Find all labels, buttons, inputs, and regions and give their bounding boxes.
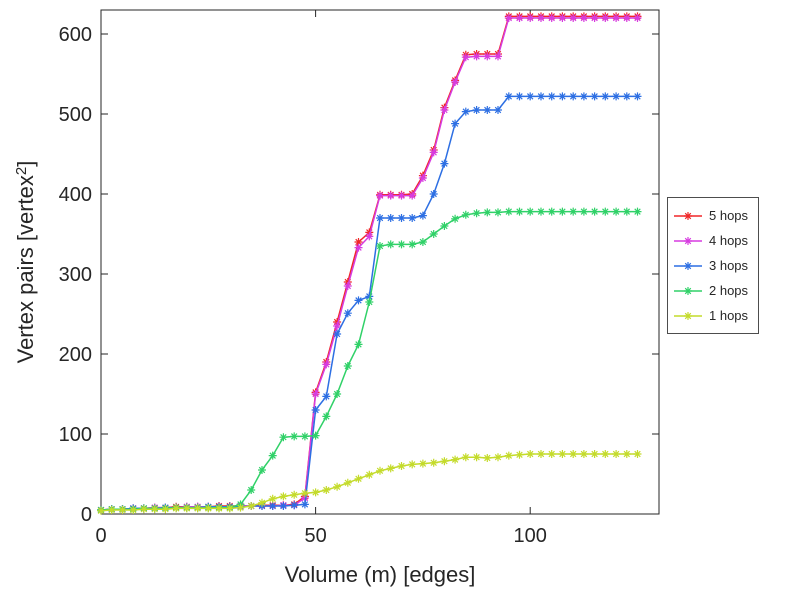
legend-marker-icon bbox=[674, 286, 702, 295]
y-axis-label-superscript: 2 bbox=[13, 166, 30, 176]
series-line-4-hops bbox=[100, 17, 638, 511]
legend-marker-icon bbox=[674, 311, 702, 320]
legend-entry-5-hops: 5 hops bbox=[673, 203, 748, 228]
legend-entry-2-hops: 2 hops bbox=[673, 278, 748, 303]
x-tick-label: 50 bbox=[304, 525, 326, 547]
y-axis-label-bracket: ] bbox=[13, 160, 38, 167]
legend-marker-icon bbox=[674, 236, 702, 245]
plot-box bbox=[100, 9, 660, 515]
legend-entry-4-hops: 4 hops bbox=[673, 228, 748, 253]
series-markers-2-hops bbox=[97, 207, 642, 514]
series-line-2-hops bbox=[100, 210, 638, 511]
series-markers-5-hops bbox=[97, 12, 642, 514]
y-tick-label: 400 bbox=[59, 184, 92, 206]
legend: 5 hops 4 hops 3 hops 2 hops 1 hops bbox=[667, 197, 760, 334]
series-markers-4-hops bbox=[97, 14, 642, 514]
y-tick-label: 200 bbox=[59, 344, 92, 366]
y-tick-label: 300 bbox=[59, 264, 92, 286]
y-tick-label: 100 bbox=[59, 424, 92, 446]
legend-label: 2 hops bbox=[709, 283, 749, 298]
legend-entry-1-hops: 1 hops bbox=[673, 303, 748, 328]
y-tick-label: 600 bbox=[59, 24, 92, 46]
legend-label: 3 hops bbox=[709, 258, 749, 273]
x-tick-label: 100 bbox=[514, 525, 547, 547]
y-axis-label: Vertex pairs [vertex2] bbox=[13, 161, 39, 364]
legend-label: 5 hops bbox=[709, 208, 749, 223]
legend-marker-icon bbox=[674, 211, 702, 220]
legend-entry-3-hops: 3 hops bbox=[673, 253, 748, 278]
legend-label: 4 hops bbox=[709, 233, 749, 248]
y-tick-label: 500 bbox=[59, 104, 92, 126]
legend-label: 1 hops bbox=[709, 308, 749, 323]
x-axis-label: Volume (m) [edges] bbox=[284, 562, 476, 587]
y-axis-label-text: Vertex pairs [vertex bbox=[13, 175, 38, 364]
x-tick-label: 0 bbox=[95, 525, 106, 547]
series-line-1-hops bbox=[100, 453, 638, 512]
legend-marker-icon bbox=[674, 261, 702, 270]
y-tick-label: 0 bbox=[81, 504, 92, 526]
series-line-5-hops bbox=[100, 15, 638, 511]
series-markers-1-hops bbox=[97, 450, 642, 515]
